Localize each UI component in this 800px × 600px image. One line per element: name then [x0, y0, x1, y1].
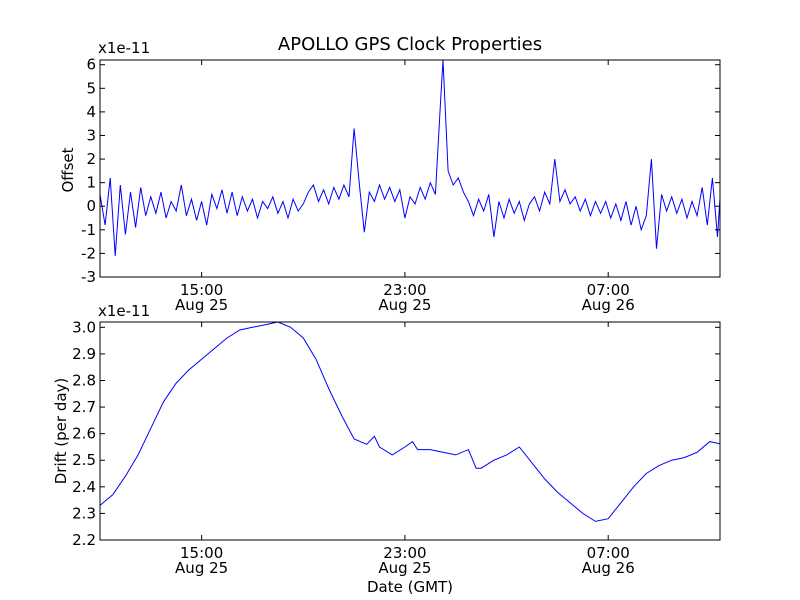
drift-ytick-label: 2.8 — [72, 371, 96, 389]
drift-xtick-time-label: 15:00 — [180, 544, 223, 562]
offset-scale-label: x1e-11 — [98, 39, 150, 57]
offset-xtick-time-label: 07:00 — [587, 281, 630, 299]
drift-xtick-date-label: Aug 25 — [175, 559, 228, 577]
drift-ytick-label: 2.7 — [72, 398, 96, 416]
offset-xtick-time-label: 23:00 — [383, 281, 426, 299]
offset-xtick-date-label: Aug 26 — [582, 296, 635, 314]
offset-xtick-date-label: Aug 25 — [378, 296, 431, 314]
x-axis-label: Date (GMT) — [367, 578, 453, 596]
offset-ytick-label: 4 — [86, 103, 96, 121]
offset-plot-frame — [99, 59, 721, 278]
offset-ytick-label: -3 — [81, 268, 96, 286]
drift-ytick-label: 2.4 — [72, 478, 96, 496]
offset-ytick-label: 5 — [86, 79, 96, 97]
drift-xtick-date-label: Aug 26 — [582, 559, 635, 577]
drift-ytick-label: 2.3 — [72, 504, 96, 522]
offset-y-axis-label: Offset — [59, 147, 77, 192]
drift-xtick-time-label: 07:00 — [587, 544, 630, 562]
offset-xtick-time-label: 15:00 — [180, 281, 223, 299]
drift-ytick-label: 2.2 — [72, 531, 96, 549]
drift-xtick-time-label: 23:00 — [383, 544, 426, 562]
drift-y-axis-label: Drift (per day) — [52, 378, 70, 485]
offset-ytick-label: 2 — [86, 150, 96, 168]
drift-ytick-label: 3.0 — [72, 318, 96, 336]
drift-ytick-label: 2.9 — [72, 345, 96, 363]
drift-plot-frame — [99, 321, 721, 541]
drift-ytick-label: 2.5 — [72, 451, 96, 469]
drift-xtick-date-label: Aug 25 — [378, 559, 431, 577]
offset-ytick-label: 6 — [86, 56, 96, 74]
offset-xtick-date-label: Aug 25 — [175, 296, 228, 314]
offset-ytick-label: 3 — [86, 126, 96, 144]
figure-title: APOLLO GPS Clock Properties — [278, 34, 542, 55]
drift-ytick-label: 2.6 — [72, 425, 96, 443]
offset-series-line-0 — [100, 60, 720, 256]
offset-ytick-label: -1 — [81, 221, 96, 239]
offset-ytick-label: 0 — [86, 197, 96, 215]
drift-series-line-0 — [100, 322, 720, 522]
drift-scale-label: x1e-11 — [98, 302, 150, 320]
offset-ytick-label: 1 — [86, 174, 96, 192]
drift-panel: x1e-11 Drift (per day) 2.2 2.3 2.4 2.5 2.6 2.… — [52, 302, 721, 577]
offset-ytick-label: -2 — [81, 244, 96, 262]
